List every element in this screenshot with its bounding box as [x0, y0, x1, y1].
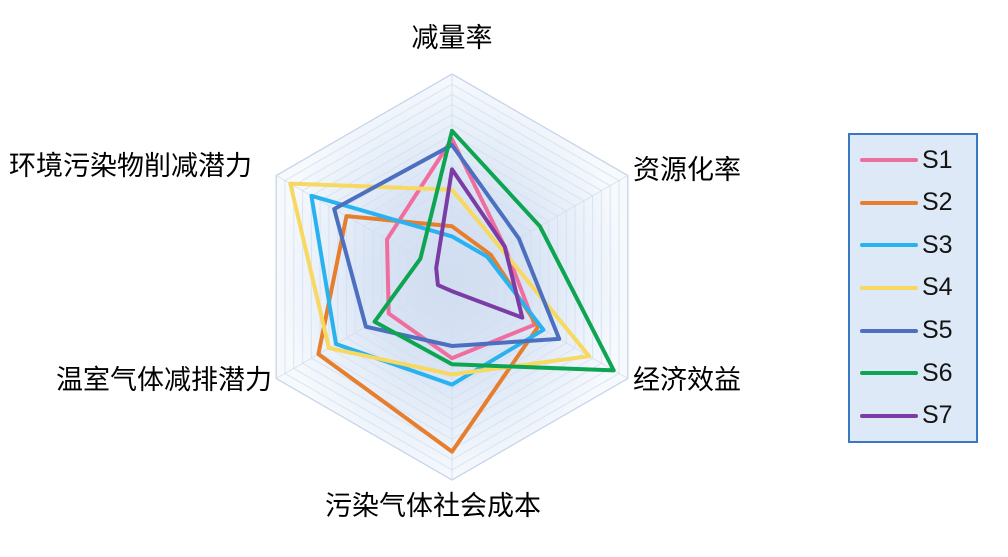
- series-s6-polygon: [372, 128, 616, 373]
- series-s4-polygon: [288, 181, 592, 377]
- series-s5-polygon: [332, 143, 562, 348]
- legend-entry-s4[interactable]: S4: [850, 273, 976, 302]
- legend-label-s3: S3: [922, 230, 953, 259]
- legend-label-s4: S4: [922, 273, 953, 302]
- axis-label-reduction-rate: 减量率: [411, 23, 493, 53]
- legend-swatch-s3: [860, 243, 918, 248]
- legend-entry-s5[interactable]: S5: [850, 316, 976, 345]
- radar-spoke: [275, 175, 453, 278]
- legend-entry-s3[interactable]: S3: [850, 231, 976, 260]
- axis-label-economic-benefit: 经济效益: [633, 365, 741, 395]
- legend-label-s5: S5: [922, 316, 953, 345]
- axis-label-resource-rate: 资源化率: [633, 155, 741, 185]
- legend-swatch-s6: [860, 371, 918, 376]
- legend-entry-s6[interactable]: S6: [850, 359, 976, 388]
- legend-label-s6: S6: [922, 358, 953, 387]
- axis-label-ghg-reduction: 温室气体减排潜力: [56, 365, 272, 395]
- legend-swatch-s7: [860, 413, 918, 418]
- legend-label-s2: S2: [922, 188, 953, 217]
- legend-swatch-s4: [860, 285, 918, 290]
- legend-box: S1 S2 S3 S4 S5 S6 S7: [848, 133, 978, 443]
- axis-label-pollutant-reduction: 环境污染物削减潜力: [9, 151, 252, 181]
- series-s3-polygon: [309, 193, 546, 387]
- series-s7-polygon: [434, 167, 525, 320]
- radar-spoke: [275, 276, 453, 379]
- radar-series: [288, 128, 616, 454]
- legend-swatch-s5: [860, 328, 918, 333]
- legend-swatch-s2: [860, 200, 918, 205]
- legend-label-s1: S1: [922, 145, 953, 174]
- legend-entry-s7[interactable]: S7: [850, 401, 976, 430]
- legend-entry-s1[interactable]: S1: [850, 146, 976, 175]
- legend-entry-s2[interactable]: S2: [850, 188, 976, 217]
- legend-label-s7: S7: [922, 401, 953, 430]
- legend-swatch-s1: [860, 158, 918, 163]
- series-s2-polygon: [316, 214, 541, 454]
- axis-label-social-cost: 污染气体社会成本: [325, 491, 541, 521]
